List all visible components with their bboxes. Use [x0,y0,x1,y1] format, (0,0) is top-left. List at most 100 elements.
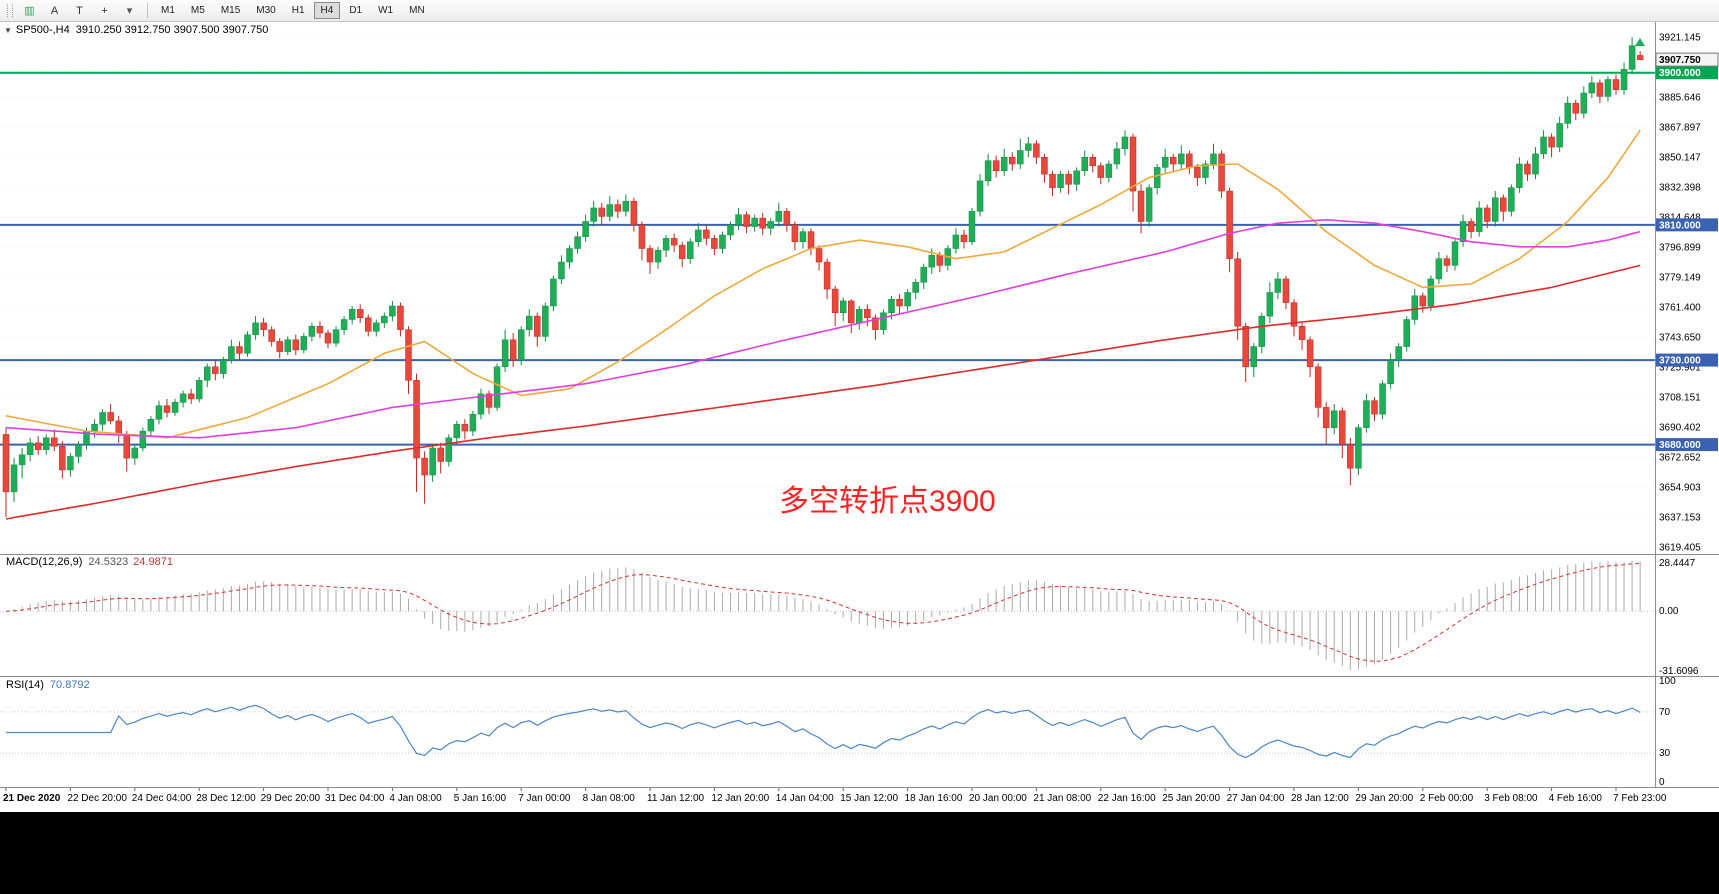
svg-text:8 Jan 08:00: 8 Jan 08:00 [583,793,636,804]
svg-text:3690.402: 3690.402 [1659,423,1701,434]
svg-text:18 Jan 16:00: 18 Jan 16:00 [905,793,963,804]
svg-text:7 Feb 23:00: 7 Feb 23:00 [1613,793,1667,804]
timeframe-button-m30[interactable]: M30 [249,2,282,19]
svg-text:3654.903: 3654.903 [1659,483,1701,494]
macd-panel-label: MACD(12,26,9) 24.5323 24.9871 [6,556,173,568]
svg-text:21 Dec 2020: 21 Dec 2020 [3,793,61,804]
macd-main-value: 24.5323 [88,556,129,568]
tool-icon-group: ▥ A T + ▾ [17,1,142,20]
candlestick-series [2,37,1644,518]
svg-text:22 Dec 20:00: 22 Dec 20:00 [67,793,127,804]
svg-text:3680.000: 3680.000 [1659,440,1701,451]
svg-text:31 Dec 04:00: 31 Dec 04:00 [325,793,385,804]
svg-text:22 Jan 16:00: 22 Jan 16:00 [1098,793,1156,804]
timeframe-button-mn[interactable]: MN [402,2,432,19]
svg-text:4 Jan 08:00: 4 Jan 08:00 [389,793,442,804]
svg-text:3900.000: 3900.000 [1659,68,1701,79]
svg-text:3730.000: 3730.000 [1659,356,1701,367]
svg-text:3637.153: 3637.153 [1659,513,1701,524]
svg-text:28 Jan 12:00: 28 Jan 12:00 [1291,793,1349,804]
template-t-icon[interactable]: T [76,4,83,17]
svg-text:3814.648: 3814.648 [1659,213,1701,224]
timeframe-button-m15[interactable]: M15 [214,2,247,19]
macd-signal-line [5,562,1641,662]
svg-text:3761.400: 3761.400 [1659,303,1701,314]
tool-dropdown-caret-icon[interactable]: ▾ [126,5,133,17]
support-resistance-lines[interactable] [0,71,1655,446]
timeframe-button-h4[interactable]: H4 [313,2,341,19]
price-tags: 3900.000 3810.000 3730.000 3680.000 3907.750 [1655,52,1719,452]
svg-text:28.4447: 28.4447 [1659,558,1696,569]
crosshair-tool-icon[interactable]: + [101,4,108,17]
svg-text:27 Jan 04:00: 27 Jan 04:00 [1227,793,1285,804]
svg-text:3725.901: 3725.901 [1659,363,1701,374]
svg-text:20 Jan 00:00: 20 Jan 00:00 [969,793,1027,804]
svg-text:3850.147: 3850.147 [1659,153,1701,164]
macd-label: MACD(12,26,9) [6,556,83,568]
svg-text:3708.151: 3708.151 [1659,393,1701,404]
svg-text:21 Jan 08:00: 21 Jan 08:00 [1033,793,1091,804]
svg-text:0: 0 [1659,777,1665,788]
svg-text:70: 70 [1659,707,1671,718]
panel-separators [0,21,1719,788]
svg-text:3921.145: 3921.145 [1659,33,1701,44]
svg-text:15 Jan 12:00: 15 Jan 12:00 [840,793,898,804]
svg-text:3672.652: 3672.652 [1659,453,1701,464]
svg-text:7 Jan 00:00: 7 Jan 00:00 [518,793,571,804]
rsi-value: 70.8792 [49,679,90,691]
svg-text:25 Jan 20:00: 25 Jan 20:00 [1162,793,1220,804]
ma-mid-magenta [5,218,1641,439]
svg-text:0.00: 0.00 [1659,606,1679,617]
chart-symbol-period: SP500-,H4 [15,24,70,36]
bottom-black-strip [0,812,1719,894]
svg-text:3796.899: 3796.899 [1659,243,1701,254]
timeframe-button-w1[interactable]: W1 [371,2,400,19]
annotation-a-icon[interactable]: A [50,4,59,17]
svg-text:28 Dec 12:00: 28 Dec 12:00 [196,793,256,804]
svg-text:12 Jan 20:00: 12 Jan 20:00 [711,793,769,804]
macd-panel[interactable]: 28.4447 0.00 -31.6096 [0,558,1699,677]
svg-text:3 Feb 08:00: 3 Feb 08:00 [1484,793,1538,804]
timeframe-button-d1[interactable]: D1 [342,2,369,19]
svg-text:14 Jan 04:00: 14 Jan 04:00 [776,793,834,804]
svg-text:29 Jan 20:00: 29 Jan 20:00 [1355,793,1413,804]
svg-text:3907.750: 3907.750 [1659,55,1701,66]
svg-text:3867.897: 3867.897 [1659,122,1701,133]
svg-text:3779.149: 3779.149 [1659,273,1701,284]
macd-signal-value: 24.9871 [133,556,173,568]
svg-text:5 Jan 16:00: 5 Jan 16:00 [454,793,507,804]
time-axis[interactable]: 21 Dec 2020 22 Dec 20:00 24 Dec 04:00 28 De… [3,788,1667,804]
svg-text:3885.646: 3885.646 [1659,93,1701,104]
up-arrow-marker[interactable] [1635,38,1645,46]
timeframe-button-m5[interactable]: M5 [184,2,212,19]
collapse-chart-icon[interactable]: ▼ [4,26,12,35]
svg-text:11 Jan 12:00: 11 Jan 12:00 [647,793,705,804]
svg-text:3619.405: 3619.405 [1659,543,1701,554]
chart-type-icon[interactable]: ▥ [24,5,35,17]
rsi-panel[interactable]: 100 70 30 0 [0,676,1676,788]
svg-text:24 Dec 04:00: 24 Dec 04:00 [132,793,192,804]
rsi-panel-label: RSI(14) 70.8792 [6,679,90,691]
svg-text:30: 30 [1659,748,1671,759]
rsi-label: RSI(14) [6,679,44,691]
timeframe-button-m1[interactable]: M1 [154,2,182,19]
svg-text:100: 100 [1659,676,1676,687]
toolbar-separator [147,3,148,18]
chart-ohlc-values: 3910.250 3912.750 3907.500 3907.750 [75,24,269,36]
chart-canvas[interactable]: 3921.1453903.3963885.6463867.8973850.147… [0,0,1719,812]
svg-text:2 Feb 00:00: 2 Feb 00:00 [1420,793,1474,804]
rsi-line [6,704,1641,759]
svg-text:4 Feb 16:00: 4 Feb 16:00 [1549,793,1603,804]
toolbar-grip[interactable] [7,4,13,17]
chart-title: ▼ SP500-,H4 3910.250 3912.750 3907.500 390… [4,24,268,36]
svg-text:3810.000: 3810.000 [1659,220,1701,231]
svg-text:3832.398: 3832.398 [1659,182,1701,193]
svg-text:-31.6096: -31.6096 [1659,666,1699,677]
ma-slow-red [5,264,1641,520]
ma-fast-orange [5,129,1641,439]
timeframe-button-h1[interactable]: H1 [285,2,312,19]
svg-text:29 Dec 20:00: 29 Dec 20:00 [261,793,321,804]
moving-average-lines [5,129,1641,520]
chart-annotation-text[interactable]: 多空转折点3900 [779,485,996,518]
